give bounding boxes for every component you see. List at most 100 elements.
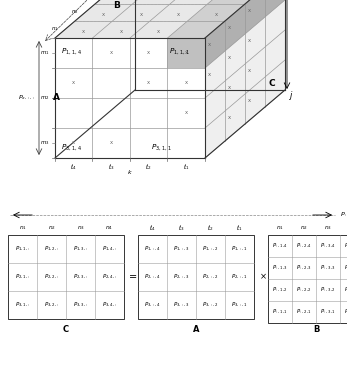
Text: $n_1$: $n_1$ — [51, 26, 59, 33]
Text: $P_{2,:,2}$: $P_{2,:,2}$ — [202, 273, 219, 281]
Text: $P_{:,4,3}$: $P_{:,4,3}$ — [344, 264, 347, 272]
Text: $P_{1,:,2}$: $P_{1,:,2}$ — [202, 245, 219, 253]
Text: $\ell_4$: $\ell_4$ — [70, 162, 77, 172]
Text: k: k — [128, 170, 132, 175]
Text: C: C — [63, 324, 69, 334]
Text: $\ell_2$: $\ell_2$ — [145, 162, 152, 172]
Text: x: x — [208, 42, 211, 47]
Text: $P_{1,:,1}$: $P_{1,:,1}$ — [231, 245, 248, 253]
Text: $P_{1,4,:}$: $P_{1,4,:}$ — [102, 245, 117, 253]
Text: $n_1$: $n_1$ — [18, 224, 26, 232]
Polygon shape — [168, 38, 205, 68]
Text: $P_{3,1,:}$: $P_{3,1,:}$ — [15, 301, 31, 309]
Text: x: x — [215, 12, 218, 17]
Text: x: x — [185, 111, 188, 116]
Text: $P_{:,2,3}$: $P_{:,2,3}$ — [296, 264, 312, 272]
Text: $n_3$: $n_3$ — [324, 224, 332, 232]
Text: $\times$: $\times$ — [259, 272, 267, 282]
Text: $P_{:,1,1}$: $P_{:,1,1}$ — [272, 308, 288, 316]
Polygon shape — [55, 0, 285, 38]
Text: $P_{3,4,:}$: $P_{3,4,:}$ — [102, 301, 117, 309]
Text: $P_{2,2,:}$: $P_{2,2,:}$ — [44, 273, 59, 281]
Text: x: x — [110, 141, 113, 146]
Text: $\ell_3$: $\ell_3$ — [108, 162, 115, 172]
Text: $n_2$: $n_2$ — [48, 224, 56, 232]
Polygon shape — [205, 0, 285, 158]
Text: A: A — [53, 93, 60, 103]
Text: x: x — [248, 68, 251, 73]
Text: x: x — [228, 55, 231, 60]
Text: =: = — [129, 272, 137, 282]
Text: $n_3$: $n_3$ — [76, 224, 84, 232]
Text: x: x — [177, 12, 180, 17]
Text: $P_{3,:,2}$: $P_{3,:,2}$ — [202, 301, 219, 309]
Text: x: x — [185, 51, 188, 56]
Text: $P_{3,1,1}$: $P_{3,1,1}$ — [151, 142, 171, 152]
Text: $P_{1,:,4}$: $P_{1,:,4}$ — [144, 245, 161, 253]
Text: x: x — [147, 51, 150, 56]
Text: $m_3$: $m_3$ — [0, 301, 1, 309]
Text: x: x — [248, 8, 251, 13]
Text: $P_{2,3,:}$: $P_{2,3,:}$ — [73, 273, 88, 281]
Text: x: x — [72, 141, 75, 146]
Text: $\ell_2$: $\ell_2$ — [207, 223, 214, 233]
Text: $P_{1,2,:}$: $P_{1,2,:}$ — [44, 245, 59, 253]
Text: $P_{:,3,2}$: $P_{:,3,2}$ — [320, 286, 336, 294]
Text: $m_2$: $m_2$ — [40, 94, 49, 102]
Text: $P_{1,1,1}$: $P_{1,1,1}$ — [169, 46, 190, 56]
Text: $P_{:,1,2}$: $P_{:,1,2}$ — [272, 286, 288, 294]
Text: $P_{3,:,3}$: $P_{3,:,3}$ — [173, 301, 190, 309]
Bar — [268, 235, 347, 323]
Text: $P_{2,4,:}$: $P_{2,4,:}$ — [102, 273, 117, 281]
Text: $P_{:,4,4}$: $P_{:,4,4}$ — [344, 242, 347, 250]
Polygon shape — [205, 0, 285, 68]
Text: $P_{3,1,4}$: $P_{3,1,4}$ — [61, 142, 82, 152]
Text: $P_{3,3,:}$: $P_{3,3,:}$ — [73, 301, 88, 309]
Bar — [8, 235, 124, 319]
Text: $P_{3,:,1}$: $P_{3,:,1}$ — [231, 301, 248, 309]
Text: x: x — [208, 72, 211, 77]
Text: $m_1$: $m_1$ — [40, 49, 49, 57]
Text: x: x — [228, 25, 231, 30]
Text: $P_{x,:,:}$: $P_{x,:,:}$ — [18, 94, 36, 102]
Text: $P_{:,3,3}$: $P_{:,3,3}$ — [320, 264, 336, 272]
Text: $P_{:,3,1}$: $P_{:,3,1}$ — [320, 308, 336, 316]
Text: $P_{2,:,3}$: $P_{2,:,3}$ — [173, 273, 190, 281]
Text: C: C — [269, 79, 275, 87]
Text: $P_{3,2,:}$: $P_{3,2,:}$ — [44, 301, 59, 309]
Text: $P_{:,3,4}$: $P_{:,3,4}$ — [320, 242, 336, 250]
Text: $P_{:,4,1}$: $P_{:,4,1}$ — [344, 308, 347, 316]
Text: x: x — [140, 12, 143, 17]
Text: $P_{:,:,z}$: $P_{:,:,z}$ — [340, 211, 347, 219]
Text: $P_{:,4,2}$: $P_{:,4,2}$ — [344, 286, 347, 294]
Text: $\ell_4$: $\ell_4$ — [149, 223, 156, 233]
Text: x: x — [228, 115, 231, 120]
Text: x: x — [110, 51, 113, 56]
Text: B: B — [313, 324, 319, 334]
Text: B: B — [113, 2, 120, 10]
Text: x: x — [185, 80, 188, 85]
Text: A: A — [193, 324, 199, 334]
Text: $P_{1,:,3}$: $P_{1,:,3}$ — [173, 245, 190, 253]
Text: $m_3$: $m_3$ — [40, 139, 49, 147]
Text: $\ell_1$: $\ell_1$ — [183, 162, 189, 172]
Text: $P_{:,2,2}$: $P_{:,2,2}$ — [296, 286, 312, 294]
Text: $m_1$: $m_1$ — [0, 245, 1, 253]
Text: x: x — [147, 80, 150, 85]
Text: $n_2$: $n_2$ — [300, 224, 308, 232]
Text: x: x — [72, 80, 75, 85]
Bar — [138, 235, 254, 319]
Text: x: x — [228, 85, 231, 90]
Text: $\ell_1$: $\ell_1$ — [236, 223, 243, 233]
Text: $n_1$: $n_1$ — [276, 224, 284, 232]
Text: $n_4$: $n_4$ — [105, 224, 113, 232]
Text: x: x — [157, 29, 160, 34]
Text: x: x — [102, 12, 105, 17]
Text: x: x — [248, 38, 251, 43]
Text: $P_{2,:,4}$: $P_{2,:,4}$ — [144, 273, 161, 281]
Polygon shape — [168, 0, 285, 38]
Text: $P_{1,1,4}$: $P_{1,1,4}$ — [61, 46, 82, 56]
Text: $m_2$: $m_2$ — [0, 273, 1, 281]
Text: x: x — [248, 98, 251, 103]
Text: $P_{:,2,1}$: $P_{:,2,1}$ — [296, 308, 312, 316]
